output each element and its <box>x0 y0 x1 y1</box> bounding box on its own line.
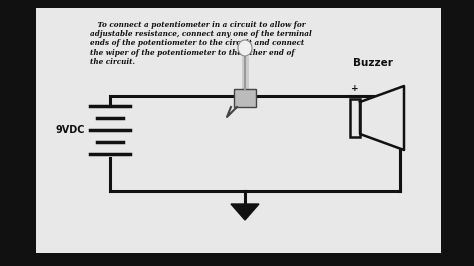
Bar <box>234 89 256 107</box>
Bar <box>350 99 360 137</box>
Polygon shape <box>360 86 404 150</box>
Text: Buzzer: Buzzer <box>353 58 393 68</box>
Text: +: + <box>351 84 359 93</box>
Ellipse shape <box>238 40 252 56</box>
Polygon shape <box>231 204 259 220</box>
Text: To connect a potentiometer in a circuit to allow for
  adjustable resistance, co: To connect a potentiometer in a circuit … <box>85 21 312 66</box>
Text: 9VDC: 9VDC <box>55 125 85 135</box>
Text: 10K Potentiometer: 10K Potentiometer <box>184 0 296 6</box>
